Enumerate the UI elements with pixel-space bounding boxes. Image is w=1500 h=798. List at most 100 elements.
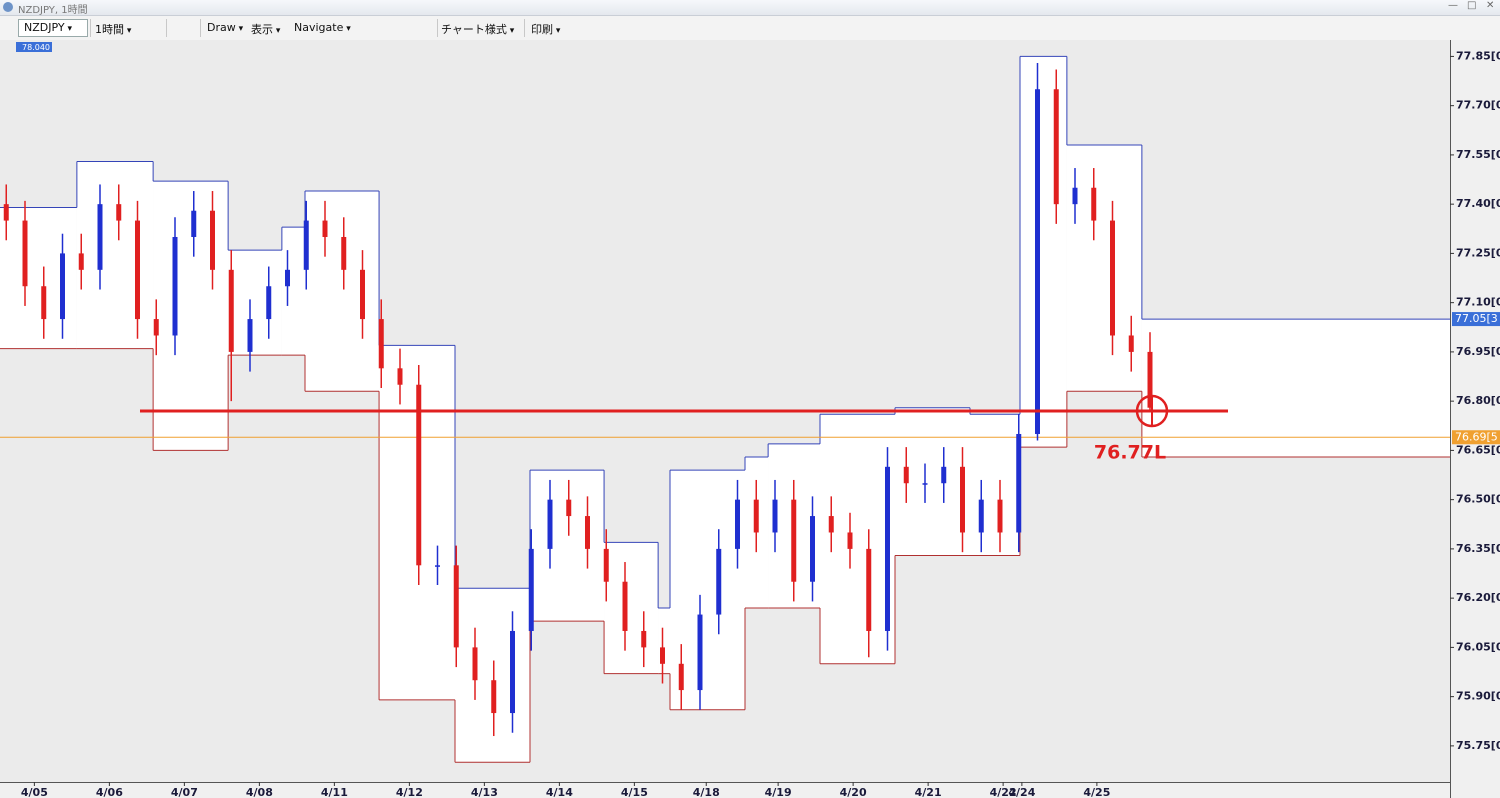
candle-body — [1110, 220, 1115, 336]
x-tick-label: 4/14 — [546, 786, 573, 798]
candle-body — [453, 565, 459, 648]
channel-band — [658, 607, 670, 674]
candle-body — [716, 548, 722, 615]
window-title: NZDJPY, 1時間 — [18, 5, 88, 16]
candle-body — [491, 680, 497, 714]
y-tick-label: 75.90[0] — [1456, 690, 1500, 703]
x-tick-label: 4/11 — [321, 786, 348, 798]
candle-body — [903, 466, 909, 484]
separator — [437, 19, 438, 37]
candle-body — [78, 253, 84, 270]
candle-body — [1035, 89, 1040, 434]
candle-body — [416, 384, 422, 566]
candle-body — [1053, 89, 1059, 205]
channel-band — [281, 227, 305, 356]
y-tick-label: 76.80[0] — [1456, 394, 1500, 407]
minimize-button[interactable]: — — [1448, 0, 1458, 11]
candle-body — [1016, 433, 1022, 533]
x-tick-label: 4/15 — [621, 786, 648, 798]
separator — [524, 19, 525, 37]
channel-band — [1141, 319, 1450, 457]
candle-body — [810, 516, 815, 582]
channel-band — [1020, 56, 1067, 448]
candle-body — [735, 499, 740, 549]
corner-label-box — [16, 42, 52, 52]
candle-body — [1147, 351, 1153, 408]
candle-body — [997, 499, 1003, 533]
toolbar-item[interactable]: NZDJPY — [24, 21, 72, 34]
candle-body — [960, 466, 965, 533]
candle-body — [866, 548, 872, 631]
toolbar-item[interactable]: Draw — [207, 21, 243, 34]
y-tick-label: 77.55[0] — [1456, 148, 1500, 161]
candle-body — [528, 548, 534, 631]
y-tick-label: 77.40[0] — [1456, 197, 1500, 210]
x-tick-label: 4/12 — [396, 786, 423, 798]
candle-body — [360, 269, 365, 320]
price-label-box — [1452, 312, 1500, 327]
x-tick-label: 4/08 — [246, 786, 273, 798]
y-tick-label: 76.65[0] — [1456, 443, 1500, 456]
separator — [166, 19, 167, 37]
candle-body — [678, 663, 684, 691]
candle-body — [1072, 187, 1078, 205]
channel-band — [604, 542, 659, 674]
candle-body — [378, 319, 384, 369]
y-tick-label: 77.10[0] — [1456, 296, 1500, 309]
price-label: 77.05[3 — [1455, 312, 1498, 325]
app-icon — [3, 2, 13, 12]
x-tick-label: 4/20 — [840, 786, 867, 798]
candle-body — [603, 548, 609, 582]
price-label: 76.69[5 — [1455, 430, 1498, 443]
toolbar-item[interactable]: チャート様式 — [441, 21, 514, 37]
y-tick-label: 76.05[0] — [1456, 640, 1500, 653]
y-tick-label: 77.70[0] — [1456, 99, 1500, 112]
x-tick-label: 4/05 — [21, 786, 48, 798]
level-label: 76.77L — [1094, 442, 1166, 464]
candle-body — [116, 204, 122, 221]
x-tick-label: 4/21 — [915, 786, 942, 798]
channel-band — [0, 207, 77, 349]
time-axis-background — [0, 782, 1500, 798]
x-tick-label: 4/22 — [990, 786, 1017, 798]
candle-body — [547, 499, 553, 549]
x-tick-label: 4/06 — [96, 786, 123, 798]
candle-body — [303, 220, 309, 270]
candle-body — [247, 319, 253, 352]
candle-body — [641, 630, 647, 648]
toolbar: NZDJPY 1時間 Draw 表示 Navigate チャート様式 印刷 — [0, 16, 1500, 41]
x-tick-label: 4/07 — [171, 786, 198, 798]
x-tick-label: 4/25 — [1083, 786, 1110, 798]
candle-body — [791, 499, 797, 582]
x-tick-label: 4/24 — [1008, 786, 1035, 798]
candle-body — [510, 630, 515, 714]
toolbar-item[interactable]: 表示 — [251, 21, 280, 37]
y-tick-label: 76.20[0] — [1456, 591, 1500, 604]
y-tick-label: 75.75[0] — [1456, 739, 1500, 752]
candle-body — [22, 220, 28, 287]
toolbar-item[interactable]: 印刷 — [531, 21, 560, 37]
toolbar-item[interactable]: Navigate — [294, 21, 351, 34]
toolbar-item[interactable]: 1時間 — [95, 21, 131, 37]
candle-body — [3, 204, 9, 221]
candle-body — [847, 532, 853, 549]
channel-band — [530, 470, 605, 622]
candle-body — [172, 236, 178, 336]
candle-body — [322, 220, 328, 237]
channel-band — [455, 588, 530, 763]
close-button[interactable]: ✕ — [1486, 0, 1495, 11]
candle-body — [397, 368, 403, 385]
maximize-button[interactable]: □ — [1467, 0, 1477, 11]
candle-body — [285, 269, 290, 287]
x-tick-label: 4/13 — [471, 786, 498, 798]
candle-body — [660, 647, 665, 664]
y-tick-label: 76.35[0] — [1456, 542, 1500, 555]
candle-body — [191, 210, 197, 237]
channel-band — [970, 414, 1020, 556]
candle-body — [697, 614, 703, 691]
channel-band — [305, 191, 380, 392]
y-tick-label: 77.85[0] — [1456, 49, 1500, 62]
candle-body — [135, 220, 140, 320]
candle-body — [566, 499, 572, 517]
